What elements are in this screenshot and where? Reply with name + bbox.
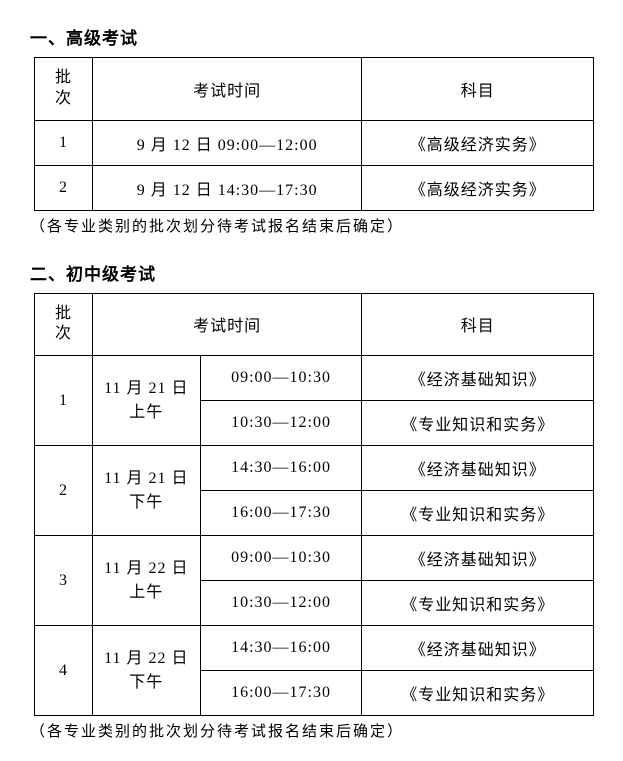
header-time: 考试时间 (92, 58, 362, 121)
table-row: 3 11 月 22 日上午 09:00—10:30 《经济基础知识》 (35, 536, 594, 581)
cell-subject: 《高级经济实务》 (362, 165, 594, 210)
cell-time: 16:00—17:30 (200, 671, 362, 716)
cell-batch: 1 (35, 120, 93, 165)
header-subject: 科目 (362, 58, 594, 121)
table-header-row: 批次 考试时间 科目 (35, 293, 594, 356)
header-subject: 科目 (362, 293, 594, 356)
table-row: 2 9 月 12 日 14:30—17:30 《高级经济实务》 (35, 165, 594, 210)
cell-subject: 《专业知识和实务》 (362, 401, 594, 446)
cell-subject: 《经济基础知识》 (362, 356, 594, 401)
cell-date: 11 月 21 日上午 (92, 356, 200, 446)
header-time: 考试时间 (92, 293, 362, 356)
cell-time: 9 月 12 日 14:30—17:30 (92, 165, 362, 210)
cell-batch: 1 (35, 356, 93, 446)
section1-title: 一、高级考试 (30, 24, 593, 49)
table-row: 2 11 月 21 日下午 14:30—16:00 《经济基础知识》 (35, 446, 594, 491)
cell-subject: 《经济基础知识》 (362, 536, 594, 581)
header-batch: 批次 (35, 293, 93, 356)
cell-date: 11 月 21 日下午 (92, 446, 200, 536)
table-advanced: 批次 考试时间 科目 1 9 月 12 日 09:00—12:00 《高级经济实… (34, 57, 594, 211)
cell-subject: 《专业知识和实务》 (362, 491, 594, 536)
table-row: 4 11 月 22 日下午 14:30—16:00 《经济基础知识》 (35, 626, 594, 671)
section2-title: 二、初中级考试 (30, 260, 593, 285)
header-batch: 批次 (35, 58, 93, 121)
cell-time: 10:30—12:00 (200, 401, 362, 446)
cell-time: 09:00—10:30 (200, 536, 362, 581)
cell-date: 11 月 22 日上午 (92, 536, 200, 626)
section1-note: （各专业类别的批次划分待考试报名结束后确定） (30, 215, 593, 236)
cell-date: 11 月 22 日下午 (92, 626, 200, 716)
cell-time: 9 月 12 日 09:00—12:00 (92, 120, 362, 165)
cell-subject: 《专业知识和实务》 (362, 671, 594, 716)
table-intermediate: 批次 考试时间 科目 1 11 月 21 日上午 09:00—10:30 《经济… (34, 293, 594, 717)
cell-subject: 《高级经济实务》 (362, 120, 594, 165)
cell-batch: 2 (35, 165, 93, 210)
cell-time: 14:30—16:00 (200, 446, 362, 491)
cell-time: 14:30—16:00 (200, 626, 362, 671)
cell-time: 09:00—10:30 (200, 356, 362, 401)
section-advanced: 一、高级考试 批次 考试时间 科目 1 9 月 12 日 09:00—12:00… (30, 24, 593, 236)
table-header-row: 批次 考试时间 科目 (35, 58, 594, 121)
section2-note: （各专业类别的批次划分待考试报名结束后确定） (30, 720, 593, 741)
cell-time: 16:00—17:30 (200, 491, 362, 536)
cell-subject: 《专业知识和实务》 (362, 581, 594, 626)
section-intermediate: 二、初中级考试 批次 考试时间 科目 1 11 月 21 日上午 09:00—1… (30, 260, 593, 742)
cell-batch: 3 (35, 536, 93, 626)
table-row: 1 9 月 12 日 09:00—12:00 《高级经济实务》 (35, 120, 594, 165)
table-row: 1 11 月 21 日上午 09:00—10:30 《经济基础知识》 (35, 356, 594, 401)
cell-subject: 《经济基础知识》 (362, 626, 594, 671)
cell-batch: 4 (35, 626, 93, 716)
cell-batch: 2 (35, 446, 93, 536)
cell-subject: 《经济基础知识》 (362, 446, 594, 491)
cell-time: 10:30—12:00 (200, 581, 362, 626)
